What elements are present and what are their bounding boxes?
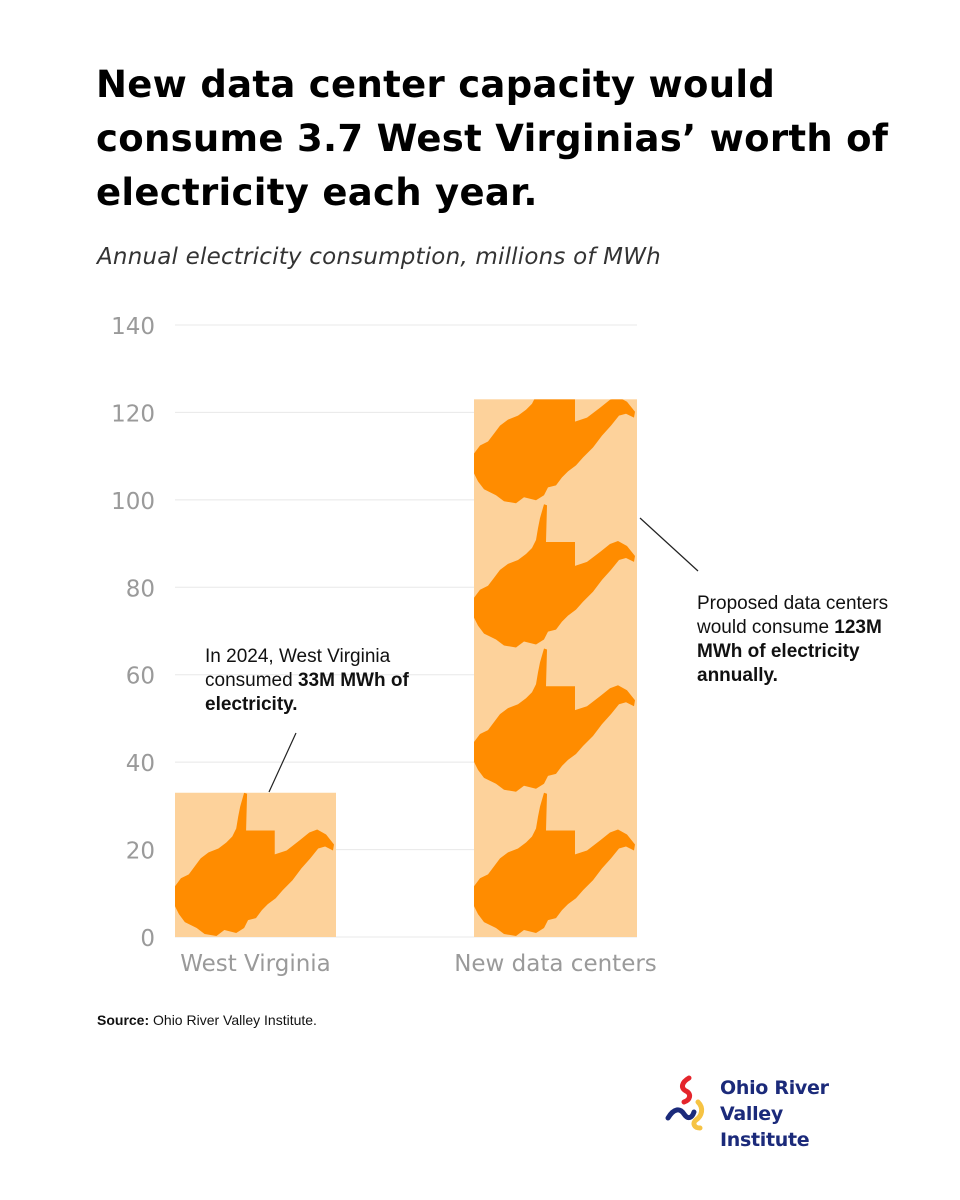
y-tick-label: 40: [126, 751, 155, 777]
west-virginia-shape: [474, 792, 635, 937]
y-tick-label: 60: [126, 664, 155, 690]
state-shapes: [175, 792, 335, 937]
annotation-west-virginia: In 2024, West Virginia consumed 33M MWh …: [205, 645, 435, 717]
west-virginia-shape: [474, 504, 635, 648]
source-label: Source:: [97, 1012, 150, 1028]
logo: Ohio River Valley Institute: [664, 1072, 874, 1151]
logo-line-1: Ohio River: [720, 1077, 829, 1099]
annotation-emphasis: 123M MWh of electricity annually.: [697, 617, 882, 686]
logo-text: Ohio River Valley Institute: [720, 1075, 874, 1153]
annotation-emphasis: 33M MWh of electricity.: [205, 670, 409, 715]
y-tick-label: 20: [126, 839, 155, 865]
y-tick-label: 100: [111, 489, 155, 515]
river-logo-icon: [665, 1075, 705, 1131]
y-tick-label: 0: [140, 926, 155, 952]
state-shapes: [474, 399, 635, 937]
west-virginia-shape: [474, 648, 635, 792]
x-tick-label: West Virginia: [180, 951, 331, 977]
annotation-text: In 2024, West Virginia consumed: [205, 646, 391, 691]
x-tick-label: New data centers: [454, 951, 657, 977]
annotation-text: Proposed data centers would consume: [697, 593, 889, 638]
chart-title: New data center capacity would consume 3…: [96, 63, 889, 214]
y-tick-label: 120: [111, 401, 155, 427]
source-text: Ohio River Valley Institute.: [149, 1012, 317, 1028]
west-virginia-shape: [474, 399, 635, 504]
bar-chart: 0 20 40 60 80 100 120 140 West Virginia New data …: [111, 314, 699, 977]
leader-line-data-centers: [639, 517, 699, 572]
west-virginia-shape: [175, 792, 335, 937]
chart-subtitle: Annual electricity consumption, millions…: [97, 244, 661, 270]
leader-line-west-virginia: [268, 732, 297, 793]
y-tick-label: 80: [126, 576, 155, 602]
source-note: Source: Ohio River Valley Institute.: [97, 1012, 317, 1028]
annotation-data-centers: Proposed data centers would consume 123M…: [697, 592, 902, 688]
logo-line-2: Valley Institute: [720, 1103, 810, 1151]
y-tick-label: 140: [111, 314, 155, 340]
